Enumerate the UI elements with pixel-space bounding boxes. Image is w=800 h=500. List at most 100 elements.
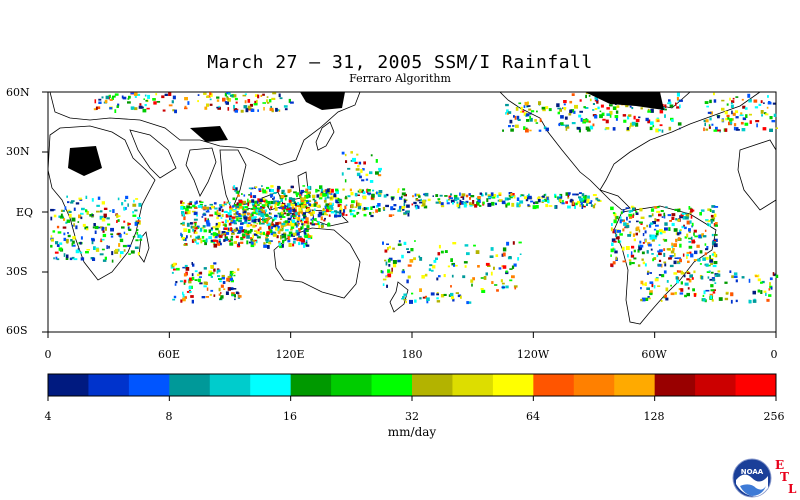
rain-cell (125, 233, 128, 235)
rain-cell (256, 209, 259, 213)
rain-cell (93, 223, 96, 227)
rain-cell (322, 192, 326, 197)
rain-cell (510, 128, 514, 132)
rain-cell (583, 106, 586, 109)
rain-cell (50, 238, 54, 242)
rain-cell (109, 99, 113, 101)
rain-cell (183, 216, 186, 221)
rain-cell (637, 249, 640, 253)
rain-cell (711, 233, 714, 237)
rain-cell (739, 114, 744, 117)
rain-cell (97, 196, 101, 200)
rain-cell (238, 219, 242, 223)
rain-cell (290, 185, 294, 189)
rain-cell (162, 109, 166, 112)
rain-cell (210, 275, 213, 278)
rain-cell (655, 232, 659, 236)
rain-cell (611, 223, 613, 226)
rain-cell (301, 242, 305, 245)
rain-cell (237, 207, 240, 210)
rain-cell (252, 224, 256, 228)
rain-cell (616, 105, 620, 108)
rain-cell (203, 285, 207, 288)
rain-cell (114, 250, 119, 254)
rain-cell (668, 126, 672, 131)
rain-cell (447, 265, 450, 268)
rain-cell (73, 258, 78, 261)
rain-cell (451, 274, 454, 278)
rain-cell (748, 278, 751, 283)
rain-cell (99, 226, 102, 229)
rain-cell (501, 253, 504, 257)
rain-cell (127, 244, 132, 247)
rain-cell (244, 220, 248, 224)
rain-cell (625, 246, 630, 250)
rain-cell (588, 94, 591, 97)
map-subtitle: Ferraro Algorithm (349, 72, 451, 85)
rain-cell (230, 230, 234, 232)
rain-cell (733, 272, 738, 276)
rain-cell (199, 271, 203, 275)
rain-cell (254, 203, 258, 206)
rain-cell (473, 244, 476, 247)
rain-cell (136, 231, 139, 235)
rain-cell (673, 243, 677, 247)
rain-cell (57, 231, 62, 234)
rain-cell (705, 289, 710, 292)
rain-cell (291, 197, 296, 202)
rain-cell (112, 95, 116, 98)
rain-cell (210, 233, 213, 236)
rain-cell (127, 101, 131, 104)
rain-cell (172, 298, 176, 301)
rain-cell (98, 226, 101, 229)
rain-cell (276, 235, 279, 239)
rain-cell (631, 245, 635, 249)
rain-cell (388, 257, 393, 261)
rain-cell (214, 207, 218, 210)
rain-cell (223, 210, 228, 213)
rain-cell (325, 203, 329, 207)
rain-cell (116, 220, 118, 223)
rain-cell (403, 298, 407, 301)
rain-cell (213, 268, 216, 272)
rain-cell (227, 212, 231, 216)
rain-cell (406, 248, 409, 250)
rain-cell (233, 104, 235, 109)
rain-cell (221, 209, 224, 213)
rain-cell (232, 218, 234, 221)
rain-cell (660, 300, 663, 302)
rain-cell (232, 210, 237, 212)
rain-cell (335, 199, 339, 203)
rain-cell (185, 267, 190, 271)
rain-cell (615, 110, 619, 114)
rain-cell (164, 93, 168, 96)
rain-cell (292, 208, 296, 212)
rain-cell (714, 206, 719, 208)
rain-cell (219, 204, 222, 207)
rain-cell (234, 204, 237, 207)
rain-cell (119, 233, 122, 238)
rain-cell (77, 221, 80, 223)
rain-cell (656, 119, 660, 122)
rain-cell (234, 294, 236, 298)
rain-cell (468, 301, 472, 304)
rain-cell (251, 187, 254, 190)
rain-cell (455, 264, 458, 267)
rain-cell (502, 252, 506, 257)
rain-cell (354, 192, 358, 197)
rain-cell (53, 257, 55, 260)
rain-cell (290, 221, 294, 225)
rain-cell (725, 291, 729, 294)
rain-cell (755, 120, 760, 123)
rain-cell (744, 107, 748, 110)
rain-cell (288, 243, 292, 247)
rain-cell (272, 200, 277, 205)
colorbar-tick-64: 64 (526, 410, 540, 423)
rain-cell (349, 209, 352, 213)
rain-cell (266, 232, 269, 237)
rain-cell (653, 228, 657, 231)
rain-cell (527, 204, 530, 207)
rain-cell (302, 212, 306, 215)
rain-cell (197, 94, 200, 96)
